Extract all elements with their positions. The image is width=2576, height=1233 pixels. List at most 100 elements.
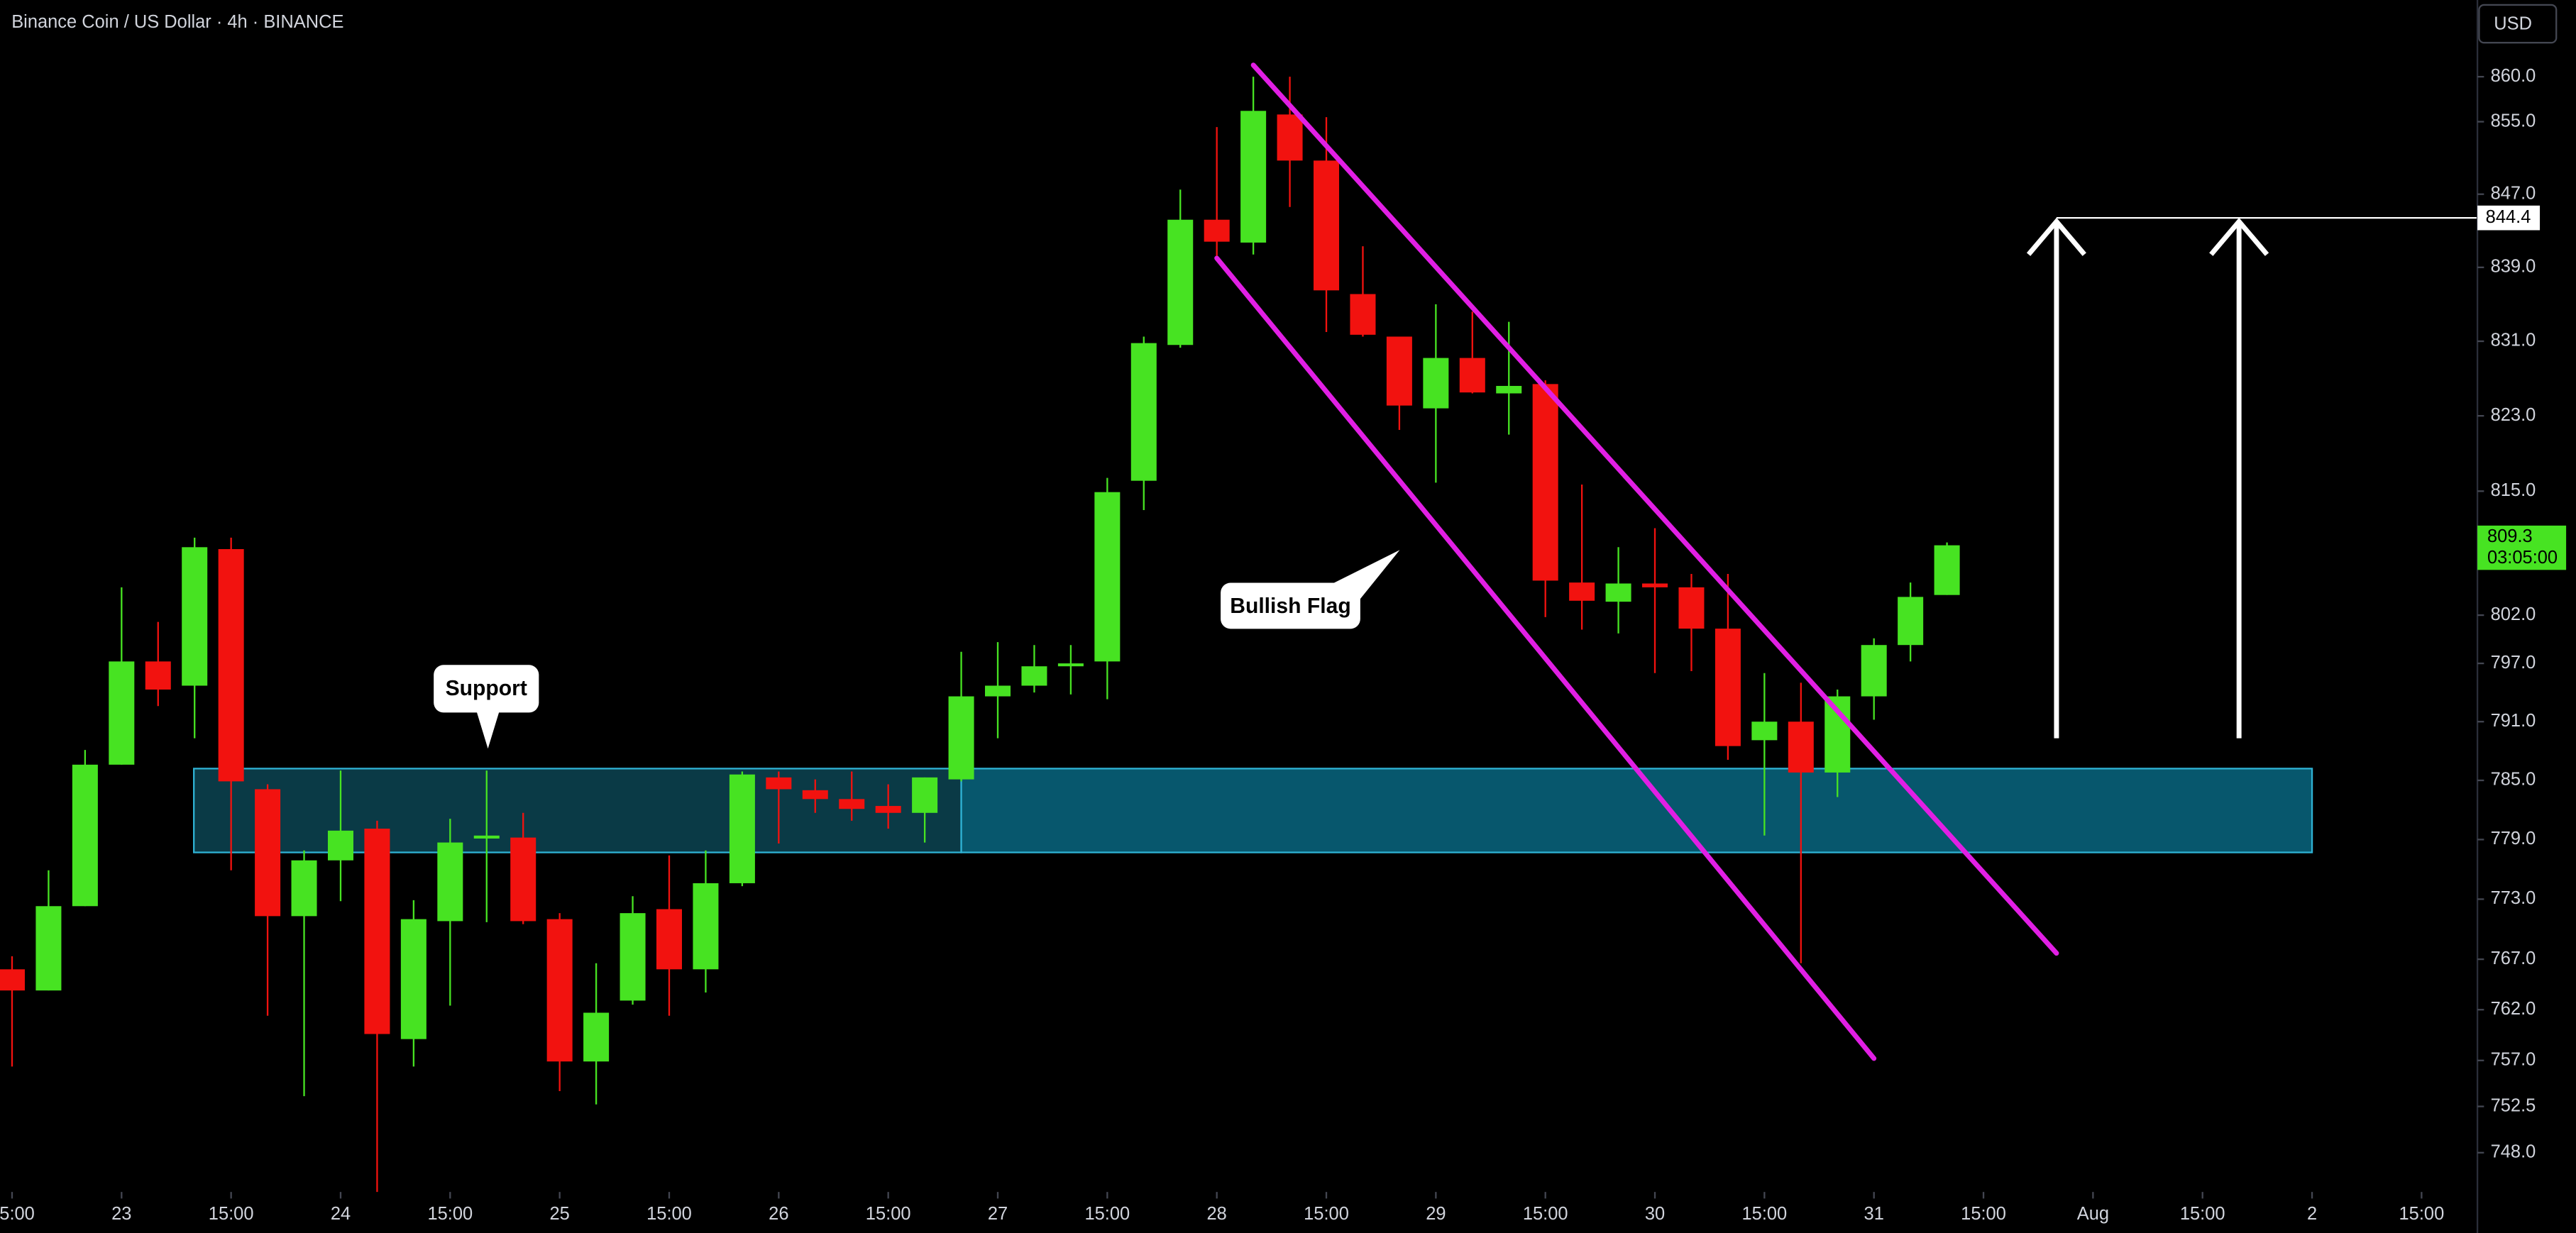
countdown-label: 03:05:00: [2487, 548, 2558, 568]
y-tick-label: 785.0: [2491, 770, 2536, 790]
candle-body: [1642, 583, 1668, 587]
y-tick-label: 748.0: [2491, 1142, 2536, 1162]
candle-body: [583, 1012, 610, 1062]
candle-body: [1057, 663, 1084, 667]
callout-text: Bullish Flag: [1230, 595, 1350, 618]
x-tick-label: 15:00: [2399, 1204, 2445, 1224]
x-tick-label: 24: [331, 1204, 351, 1224]
x-tick-label: 15:00: [646, 1204, 692, 1224]
candle-body: [1861, 645, 1887, 697]
channel-line: [1214, 255, 1877, 1061]
y-tick-label: 815.0: [2491, 480, 2536, 500]
candle-body: [327, 830, 353, 861]
x-tick-label: 15:00: [0, 1204, 35, 1224]
candle-body: [400, 919, 426, 1039]
x-tick-label: 23: [111, 1204, 131, 1224]
candle-body: [437, 842, 463, 922]
candle-body: [1204, 219, 1230, 242]
candle-body: [72, 764, 98, 907]
candle-body: [109, 661, 135, 765]
candle-body: [1094, 492, 1121, 662]
candle-body: [255, 789, 281, 917]
candle-body: [291, 860, 317, 917]
candle-body: [1532, 384, 1558, 581]
y-tick-label: 797.0: [2491, 653, 2536, 673]
candle-body: [839, 799, 865, 809]
callout-pointer: [1331, 550, 1400, 602]
x-tick-label: 30: [1645, 1204, 1665, 1224]
candle-body: [1459, 358, 1485, 393]
x-tick-label: 15:00: [2180, 1204, 2225, 1224]
support-zone: [960, 768, 2313, 853]
candle-body: [0, 969, 25, 991]
y-tick-label: 839.0: [2491, 257, 2536, 277]
candle-body: [1167, 219, 1194, 345]
y-tick-label: 791.0: [2491, 711, 2536, 731]
candle-body: [1314, 160, 1340, 291]
candle-body: [1898, 597, 1924, 646]
level-price-box: [2477, 205, 2541, 231]
callout-box: [1221, 582, 1360, 629]
candle-body: [766, 777, 792, 790]
y-tick-label: 860.0: [2491, 66, 2536, 86]
candle-body: [35, 906, 62, 991]
y-tick-label: 767.0: [2491, 949, 2536, 968]
candle-body: [218, 548, 244, 782]
x-tick-label: 29: [1426, 1204, 1446, 1224]
support-callout: Support: [434, 665, 539, 749]
flag-callout: Bullish Flag: [1221, 550, 1400, 629]
arrow-head: [2026, 217, 2086, 256]
callout-pointer: [476, 711, 500, 749]
x-tick-label: 15:00: [1084, 1204, 1130, 1224]
candle-body: [182, 547, 208, 686]
candle-body: [985, 685, 1011, 697]
candle-body: [693, 883, 719, 970]
x-tick-label: 28: [1207, 1204, 1227, 1224]
y-tick-label: 757.0: [2491, 1050, 2536, 1070]
x-tick-label: Aug: [2077, 1204, 2109, 1224]
y-tick-label: 762.0: [2491, 999, 2536, 1019]
candle-body: [1569, 582, 1595, 601]
candle-body: [948, 696, 974, 780]
candle-body: [912, 777, 938, 813]
candle-body: [1130, 343, 1157, 481]
candle-body: [1350, 294, 1376, 335]
x-tick-label: 2: [2307, 1204, 2317, 1224]
arrow-head: [2209, 217, 2269, 256]
candle-body: [1423, 358, 1449, 409]
callout-box: [434, 665, 539, 713]
candle-body: [802, 790, 828, 800]
candle-body: [1678, 587, 1705, 629]
target-arrow: [2026, 217, 2086, 739]
callout-text: Support: [446, 677, 527, 700]
candle-body: [1277, 114, 1303, 161]
currency-label[interactable]: USD: [2494, 13, 2532, 33]
candle-body: [1021, 666, 1047, 686]
y-tick-label: 752.5: [2491, 1095, 2536, 1115]
candle-body: [1714, 629, 1741, 746]
candle-body: [1496, 385, 1522, 394]
candle-body: [1386, 336, 1412, 406]
currency-button[interactable]: [2478, 4, 2558, 44]
last-price-label: 809.3: [2487, 526, 2533, 546]
x-tick-label: 31: [1864, 1204, 1884, 1224]
candle-body: [364, 829, 390, 1034]
candle-body: [473, 835, 500, 839]
candle-body: [546, 919, 573, 1062]
x-tick-label: 15:00: [1523, 1204, 1568, 1224]
x-tick-label: 15:00: [209, 1204, 254, 1224]
candle-body: [656, 909, 683, 970]
y-tick-label: 831.0: [2491, 331, 2536, 350]
candle-body: [729, 774, 755, 883]
candle-body: [1751, 721, 1778, 741]
y-tick-label: 773.0: [2491, 888, 2536, 908]
support-zone: [193, 768, 962, 853]
y-tick-label: 823.0: [2491, 405, 2536, 425]
candle-body: [620, 913, 646, 1001]
x-tick-label: 27: [988, 1204, 1008, 1224]
target-arrow: [2209, 217, 2269, 739]
x-tick-label: 15:00: [427, 1204, 473, 1224]
candle-body: [1240, 111, 1267, 243]
x-tick-label: 15:00: [1961, 1204, 2006, 1224]
